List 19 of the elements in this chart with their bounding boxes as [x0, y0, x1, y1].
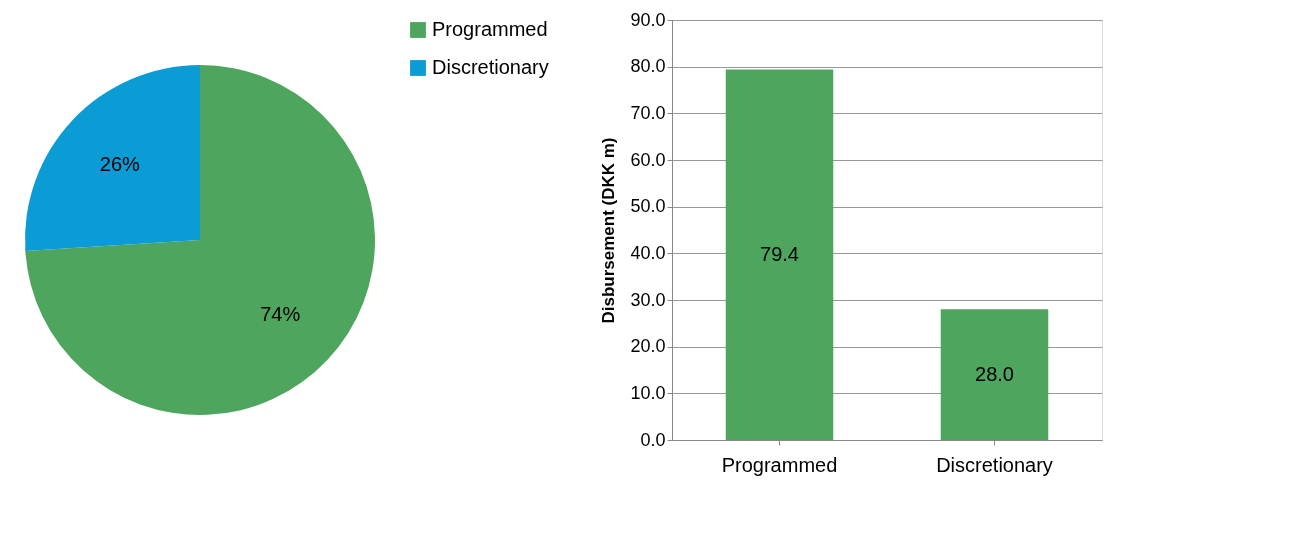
y-axis-title: Disbursement (DKK m): [599, 137, 619, 324]
legend-label: Discretionary: [432, 56, 549, 78]
y-tick-label: 0.0: [640, 429, 666, 450]
y-tick-label: 30.0: [630, 289, 666, 310]
pie-slice: [25, 65, 375, 415]
y-tick-label: 60.0: [630, 149, 666, 170]
y-tick-label: 20.0: [630, 336, 666, 357]
data-label: 74%: [260, 303, 301, 326]
legend-label: Programmed: [432, 18, 548, 40]
y-tick-label: 50.0: [630, 196, 666, 217]
data-label: 28.0: [975, 362, 1014, 385]
y-tick-label: 80.0: [630, 56, 666, 77]
data-label: 79.4: [760, 242, 799, 265]
y-tick-label: 10.0: [630, 382, 666, 403]
y-tick-label: 70.0: [630, 102, 666, 123]
y-tick-label: 90.0: [630, 9, 666, 30]
data-label: 26%: [99, 152, 141, 175]
pie-slice: [25, 65, 200, 251]
y-tick-label: 40.0: [630, 242, 666, 263]
